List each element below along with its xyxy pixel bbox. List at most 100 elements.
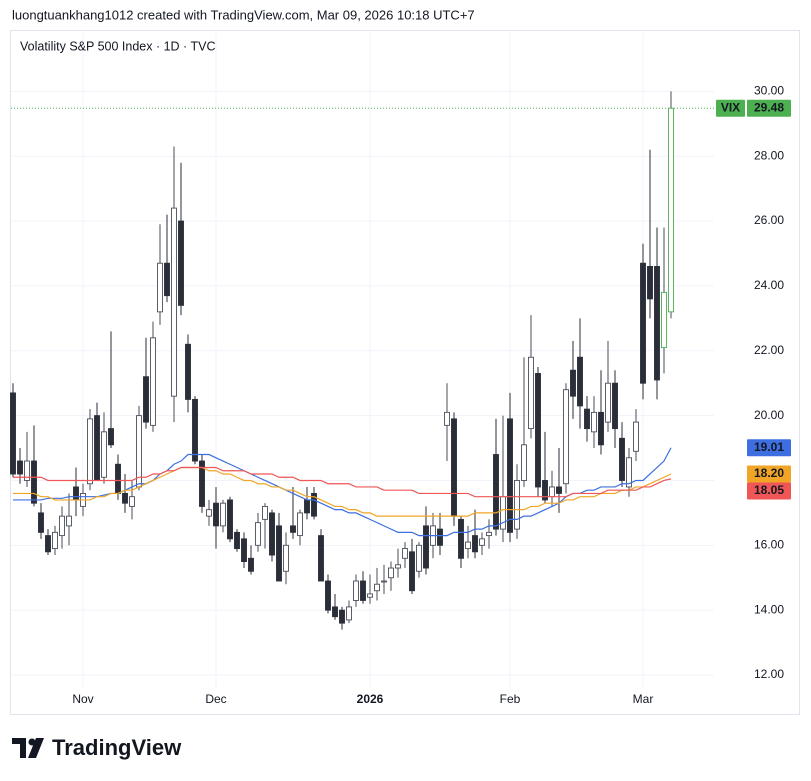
y-tick-label: 20.00: [754, 408, 784, 422]
chart-frame: [10, 30, 800, 715]
candle-body: [591, 411, 597, 433]
price-tag: [747, 482, 791, 500]
candle-body: [647, 266, 653, 300]
candle-body: [493, 454, 499, 530]
candle-body: [136, 415, 142, 488]
candle-body: [521, 444, 527, 481]
candle-body: [360, 580, 366, 601]
candle-body: [17, 460, 23, 475]
candle-body: [255, 522, 261, 546]
candle-body: [192, 398, 198, 462]
candle-body: [353, 580, 359, 601]
candle-body: [668, 107, 674, 313]
candle-body: [577, 356, 583, 407]
candle-body: [304, 499, 310, 514]
candle-body: [626, 457, 632, 488]
y-tick-label: 22.00: [754, 343, 784, 357]
x-tick-label: Nov: [72, 692, 93, 706]
candle-body: [115, 463, 121, 494]
candle-body: [262, 505, 268, 520]
candle-body: [24, 460, 30, 481]
candle-body: [500, 496, 506, 530]
candle-body: [87, 418, 93, 485]
candle-body: [339, 609, 345, 624]
price-tag: [747, 465, 791, 483]
candle-body: [612, 382, 618, 430]
candle-body: [598, 411, 604, 446]
candle-body: [486, 531, 492, 537]
candle-body: [549, 486, 555, 498]
candle-body: [45, 535, 51, 553]
series-name: VIX: [721, 100, 740, 114]
logo-shape: [12, 738, 26, 758]
candle-body: [535, 373, 541, 488]
candle-body: [423, 525, 429, 569]
logo-shape: [28, 738, 44, 758]
y-tick-label: 14.00: [754, 602, 784, 616]
candle-body: [220, 502, 226, 527]
candle-body: [129, 496, 135, 507]
candle-body: [122, 492, 128, 504]
series-name-tag: [716, 99, 745, 117]
candle-body: [108, 428, 114, 446]
x-tick-label: 2026: [357, 692, 384, 706]
y-tick-label: 30.00: [754, 84, 784, 98]
candle-body: [451, 418, 457, 517]
candle-body: [31, 460, 37, 504]
price-tag-label: 19.01: [754, 440, 784, 454]
price-tag-label: 18.20: [754, 466, 784, 480]
candle-body: [654, 266, 660, 381]
candle-body: [94, 415, 100, 481]
price-tag-label: 18.05: [754, 483, 784, 497]
candle-body: [507, 418, 513, 533]
candle-body: [605, 382, 611, 423]
candle-body: [199, 460, 205, 507]
candle-body: [325, 580, 331, 611]
moving-average-line: [13, 466, 672, 498]
y-tick-label: 28.00: [754, 148, 784, 162]
candle-body: [395, 564, 401, 569]
candle-body: [465, 541, 471, 550]
candle-body: [528, 356, 534, 430]
candle-body: [269, 512, 275, 556]
candle-body: [157, 262, 163, 313]
logo-icon: [12, 738, 44, 758]
candle-body: [52, 531, 58, 550]
candle-body: [542, 480, 548, 501]
candle-body: [437, 528, 443, 546]
y-tick-label: 26.00: [754, 213, 784, 227]
price-tag-label: 29.48: [754, 100, 784, 114]
candle-body: [227, 499, 233, 540]
candle-body: [164, 262, 170, 297]
attribution: luongtuankhang1012 created with TradingV…: [12, 7, 475, 22]
x-tick-label: Mar: [633, 692, 654, 706]
candle-body: [66, 515, 72, 527]
candle-body: [311, 492, 317, 517]
candle-body: [283, 544, 289, 572]
candle-body: [584, 408, 590, 430]
candle-body: [290, 525, 296, 533]
candle-body: [318, 535, 324, 582]
candle-body: [374, 583, 380, 592]
candle-body: [346, 606, 352, 621]
y-tick-label: 16.00: [754, 537, 784, 551]
candle-body: [241, 538, 247, 562]
candle-body: [388, 567, 394, 579]
candle-body: [143, 376, 149, 423]
x-tick-label: Dec: [205, 692, 226, 706]
candle-body: [206, 509, 212, 517]
candle-body: [213, 502, 219, 527]
candle-body: [332, 606, 338, 618]
candle-body: [38, 512, 44, 533]
candle-body: [234, 531, 240, 550]
candle-body: [570, 369, 576, 397]
price-tag: [747, 439, 791, 457]
candle-body: [619, 437, 625, 481]
candle-body: [297, 512, 303, 537]
candle-body: [514, 480, 520, 530]
candle-body: [444, 411, 450, 426]
candle-body: [563, 389, 569, 485]
